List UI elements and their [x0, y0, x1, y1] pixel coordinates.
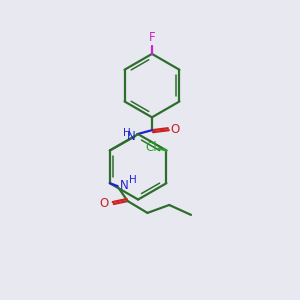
Text: F: F	[149, 31, 155, 44]
Text: H: H	[129, 175, 136, 185]
Text: N: N	[126, 130, 135, 142]
Text: N: N	[120, 179, 128, 192]
Text: O: O	[171, 123, 180, 136]
Text: H: H	[123, 128, 131, 138]
Text: Cl: Cl	[145, 141, 157, 154]
Text: O: O	[100, 197, 109, 211]
